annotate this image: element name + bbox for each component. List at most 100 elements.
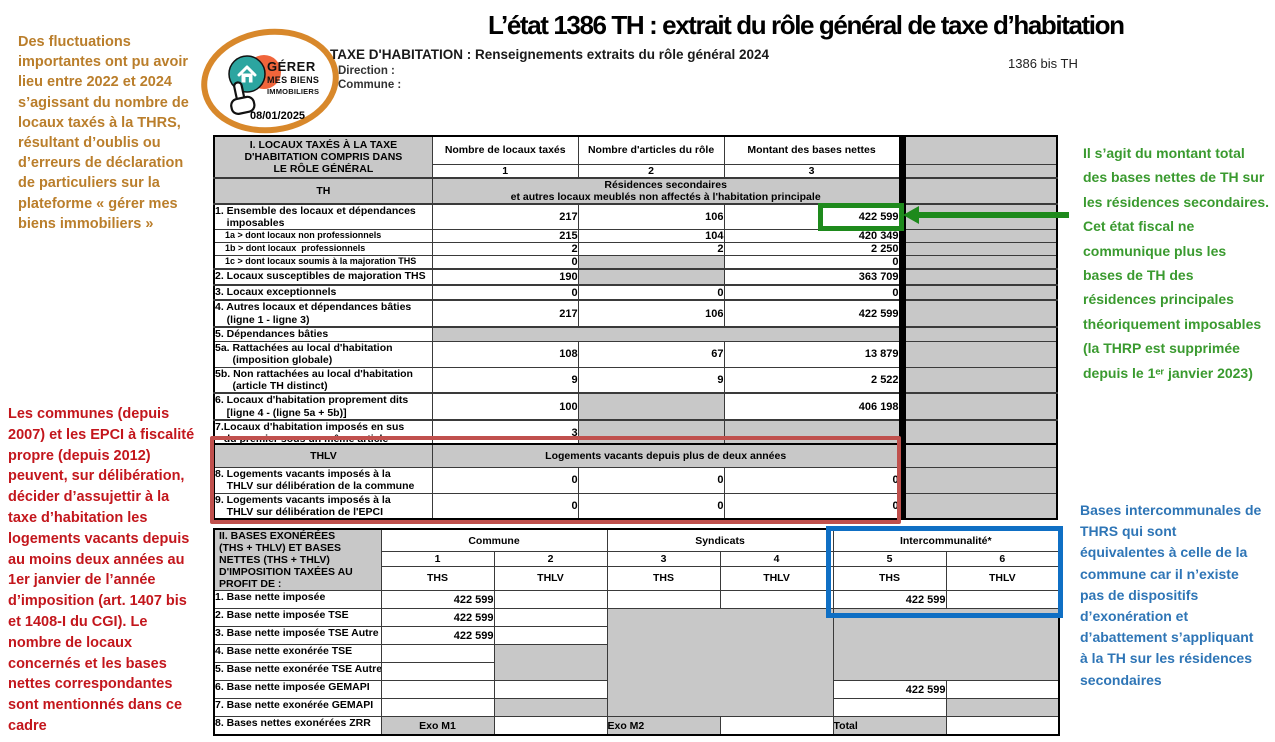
form-code: 1386 bis TH bbox=[1008, 56, 1078, 71]
col-number: 3 bbox=[723, 163, 903, 179]
cell-value: 9 bbox=[577, 366, 725, 394]
row-label: 2. Base nette imposée TSE bbox=[213, 608, 382, 628]
cut-column-cell bbox=[898, 229, 1058, 244]
logo-date: 08/01/2025 bbox=[250, 110, 306, 122]
row-label: 1b > dont locaux professionnels bbox=[213, 242, 433, 257]
section1-table: I. LOCAUX TAXÉS À LA TAXE D'HABITATION C… bbox=[213, 135, 1058, 448]
blue-highlight-box bbox=[826, 526, 1063, 618]
row-label: 6. Base nette imposée GEMAPI bbox=[213, 680, 382, 700]
cell-empty bbox=[493, 608, 608, 628]
cut-column-cell bbox=[898, 176, 1058, 205]
cell-empty bbox=[380, 662, 495, 682]
col-type: THLV bbox=[493, 565, 608, 592]
cell-total: Total bbox=[832, 716, 947, 736]
cell-value: 100 bbox=[431, 392, 579, 421]
cell-disabled bbox=[945, 698, 1060, 718]
col-header: Nombre d'articles du rôle bbox=[577, 135, 725, 165]
row-label: 8. Logements vacants imposés à la THLV s… bbox=[213, 466, 433, 494]
cut-column-cell bbox=[898, 366, 1058, 394]
cell-disabled bbox=[606, 608, 834, 718]
annotation-left-bottom: Les communes (depuis 2007) et les EPCI à… bbox=[8, 406, 195, 734]
cell-empty bbox=[380, 680, 495, 700]
logo-text-line1: GÉRER bbox=[267, 59, 316, 74]
cell-empty bbox=[380, 698, 495, 718]
cell-value: 13 879 bbox=[723, 340, 903, 368]
thlv-label: THLV bbox=[213, 443, 433, 468]
col-number: 1 bbox=[431, 163, 579, 179]
cell-exo-m2: Exo M2 bbox=[606, 716, 721, 736]
section2-header-label: II. BASES EXONÉRÉES (THS + THLV) ET BASE… bbox=[213, 528, 382, 592]
cell-empty bbox=[945, 716, 1060, 736]
row-label: 8. Bases nettes exonérées ZRR bbox=[213, 716, 382, 736]
cut-column-cell bbox=[898, 443, 1058, 468]
cell-disabled bbox=[577, 419, 725, 448]
col-number: 2 bbox=[493, 551, 608, 567]
col-type: THLV bbox=[719, 565, 834, 592]
thlv-table: THLV Logements vacants depuis plus de de… bbox=[213, 443, 1058, 521]
row-label: 1. Ensemble des locaux et dépendances im… bbox=[213, 202, 433, 231]
col-number: 4 bbox=[719, 551, 834, 567]
cell-value: 0 bbox=[431, 466, 579, 494]
cut-column-cell bbox=[898, 466, 1058, 494]
green-arrow-head bbox=[903, 206, 919, 224]
col-number: 6 bbox=[945, 551, 1060, 567]
cell-empty bbox=[945, 680, 1060, 700]
cell-disabled bbox=[577, 392, 725, 421]
row-label: 7. Base nette exonérée GEMAPI bbox=[213, 698, 382, 718]
cell-value: 0 bbox=[431, 284, 579, 301]
cell-value: 106 bbox=[577, 299, 725, 328]
cut-column-cell bbox=[898, 299, 1058, 328]
row-label: 5b. Non rattachées au local d'habitation… bbox=[213, 366, 433, 394]
cell-disabled bbox=[832, 608, 1060, 682]
cut-column-cell bbox=[898, 340, 1058, 368]
annotation-right-top: Il s’agit du montant total des bases net… bbox=[1083, 145, 1269, 381]
cut-column-cell bbox=[898, 135, 1058, 165]
col-header: Montant des bases nettes bbox=[723, 135, 903, 165]
cell-value: 422 599 bbox=[832, 680, 947, 700]
cell-value: 0 bbox=[577, 492, 725, 520]
row-label: 6. Locaux d'habitation proprement dits [… bbox=[213, 392, 433, 421]
cell-value: 0 bbox=[431, 255, 579, 270]
cut-column-cell bbox=[898, 419, 1058, 448]
cell-disabled bbox=[577, 255, 725, 270]
cell-value: 0 bbox=[723, 255, 903, 270]
cell-value: 363 709 bbox=[723, 268, 903, 286]
cell-empty bbox=[719, 590, 834, 610]
cell-disabled bbox=[431, 326, 903, 342]
annotation-left-top: Des fluctuations importantes ont pu avoi… bbox=[18, 34, 189, 232]
green-arrow-line bbox=[917, 212, 1069, 218]
cell-value: 190 bbox=[431, 268, 579, 286]
commune-label: Commune : bbox=[338, 79, 402, 91]
cell-value: 0 bbox=[577, 466, 725, 494]
cell-value: 2 bbox=[431, 242, 579, 257]
cell-disabled bbox=[577, 268, 725, 286]
th-label: TH bbox=[213, 176, 433, 205]
cell-value: 217 bbox=[431, 202, 579, 231]
cell-empty bbox=[380, 644, 495, 664]
cell-exo-m1: Exo M1 bbox=[380, 716, 495, 736]
section1-header-label: I. LOCAUX TAXÉS À LA TAXE D'HABITATION C… bbox=[213, 135, 433, 179]
row-label: 5a. Rattachées au local d'habitation (im… bbox=[213, 340, 433, 368]
cell-value: 2 bbox=[577, 242, 725, 257]
cell-value: 3 bbox=[431, 419, 579, 448]
row-label: 3. Base nette imposée TSE Autre bbox=[213, 626, 382, 646]
thlv-span-header: Logements vacants depuis plus de deux an… bbox=[431, 443, 903, 468]
logo-text-line3: IMMOBILIERS bbox=[267, 87, 320, 96]
row-label: 1c > dont locaux soumis à la majoration … bbox=[213, 255, 433, 270]
green-highlight-box bbox=[818, 203, 904, 231]
row-label: 9. Logements vacants imposés à la THLV s… bbox=[213, 492, 433, 520]
gmbi-logo-graphic bbox=[201, 28, 339, 134]
cell-value: 108 bbox=[431, 340, 579, 368]
house-icon bbox=[237, 65, 257, 83]
col-header: Nombre de locaux taxés bbox=[431, 135, 579, 165]
cell-value: 0 bbox=[723, 492, 903, 520]
cell-empty bbox=[493, 626, 608, 646]
cell-value: 67 bbox=[577, 340, 725, 368]
col-type: THLV bbox=[945, 565, 1060, 592]
cell-disabled bbox=[723, 419, 903, 448]
cell-empty bbox=[832, 698, 947, 718]
cut-column-cell bbox=[898, 326, 1058, 342]
direction-label: Direction : bbox=[338, 65, 395, 77]
cell-value: 422 599 bbox=[380, 590, 495, 610]
group-header-syndicats: Syndicats bbox=[606, 528, 834, 553]
